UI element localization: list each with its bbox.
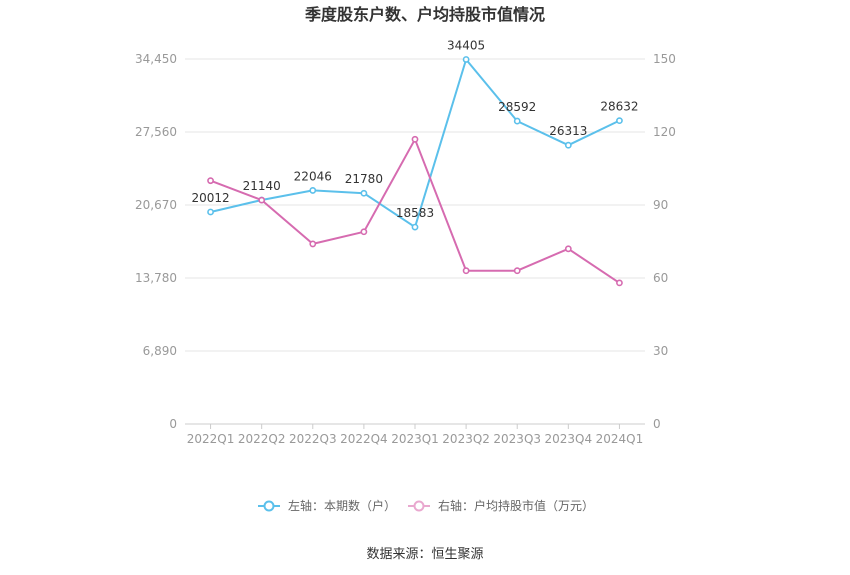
data-label: 21780 bbox=[345, 172, 383, 186]
data-point[interactable] bbox=[411, 135, 419, 143]
data-point[interactable] bbox=[360, 189, 368, 197]
data-label: 26313 bbox=[549, 124, 587, 138]
x-tick-label: 2023Q4 bbox=[545, 432, 593, 446]
data-point[interactable] bbox=[513, 117, 521, 125]
right-tick-label: 30 bbox=[653, 344, 668, 358]
left-tick-label: 27,560 bbox=[135, 125, 177, 139]
data-point[interactable] bbox=[513, 267, 521, 275]
right-axis-ticks: 0 30 60 90 120 150 bbox=[653, 52, 676, 431]
legend-label-right: 右轴：户均持股市值（万元） bbox=[438, 498, 594, 513]
legend-item-left[interactable]: 左轴：本期数（户） bbox=[258, 498, 396, 513]
chart-title: 季度股东户数、户均持股市值情况 bbox=[304, 5, 545, 24]
data-point[interactable] bbox=[360, 228, 368, 236]
x-tick-label: 2022Q4 bbox=[340, 432, 388, 446]
data-point[interactable] bbox=[207, 177, 214, 185]
left-tick-label: 0 bbox=[169, 417, 177, 431]
x-tick-label: 2022Q1 bbox=[187, 432, 235, 446]
x-axis-ticks: 2022Q1 2022Q2 2022Q3 2022Q4 2023Q1 2023Q2 2023… bbox=[187, 424, 644, 446]
data-point[interactable] bbox=[258, 196, 266, 204]
data-point[interactable] bbox=[564, 245, 572, 253]
data-label: 34405 bbox=[447, 38, 485, 52]
data-point[interactable] bbox=[616, 117, 623, 125]
right-tick-label: 60 bbox=[653, 271, 668, 285]
data-point[interactable] bbox=[462, 267, 470, 275]
legend-label-left: 左轴：本期数（户） bbox=[288, 498, 396, 513]
right-tick-label: 90 bbox=[653, 198, 668, 212]
x-tick-label: 2022Q3 bbox=[289, 432, 337, 446]
right-tick-label: 120 bbox=[653, 125, 676, 139]
left-tick-label: 6,890 bbox=[143, 344, 177, 358]
x-tick-label: 2023Q2 bbox=[442, 432, 490, 446]
data-label: 22046 bbox=[294, 169, 332, 183]
data-label: 28592 bbox=[498, 100, 536, 114]
data-point[interactable] bbox=[309, 187, 317, 194]
data-point[interactable] bbox=[411, 223, 419, 231]
source-note: 数据来源：恒生聚源 bbox=[366, 547, 483, 562]
legend-marker-left bbox=[263, 500, 275, 512]
series-2 bbox=[207, 135, 623, 287]
data-point[interactable] bbox=[309, 240, 317, 248]
x-tick-label: 2024Q1 bbox=[596, 432, 644, 446]
legend-item-right[interactable]: 右轴：户均持股市值（万元） bbox=[408, 498, 594, 513]
right-tick-label: 0 bbox=[653, 417, 661, 431]
data-label: 28632 bbox=[600, 100, 638, 114]
left-axis-ticks: 0 6,890 13,780 20,670 27,560 34,450 bbox=[135, 52, 177, 431]
left-tick-label: 20,670 bbox=[135, 198, 177, 212]
series-line-1 bbox=[210, 58, 620, 229]
data-point[interactable] bbox=[616, 279, 623, 287]
data-label: 21140 bbox=[243, 179, 281, 193]
data-label: 18583 bbox=[396, 206, 434, 220]
right-tick-label: 150 bbox=[653, 52, 676, 66]
legend: 左轴：本期数（户） 右轴：户均持股市值（万元） bbox=[258, 498, 594, 513]
legend-marker-right bbox=[413, 500, 425, 512]
data-label: 20012 bbox=[191, 191, 229, 205]
data-point[interactable] bbox=[207, 208, 214, 216]
left-tick-label: 13,780 bbox=[135, 271, 177, 285]
series-layer: 20012 21140 22046 21780 18583 34405 28592 26313… bbox=[191, 38, 639, 287]
left-tick-label: 34,450 bbox=[135, 52, 177, 66]
data-point[interactable] bbox=[564, 141, 572, 149]
grid-lines bbox=[185, 58, 645, 425]
x-tick-label: 2023Q3 bbox=[493, 432, 541, 446]
x-tick-label: 2023Q1 bbox=[391, 432, 439, 446]
x-tick-label: 2022Q2 bbox=[238, 432, 286, 446]
data-point[interactable] bbox=[462, 56, 470, 63]
